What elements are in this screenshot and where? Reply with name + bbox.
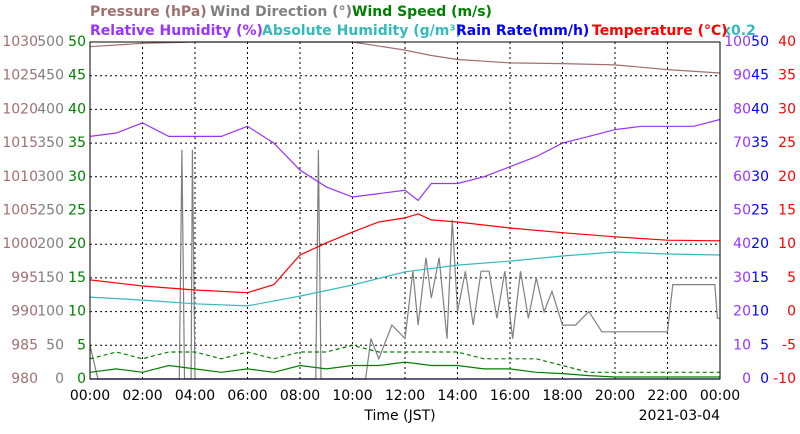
y-tick-label: 40	[68, 101, 86, 117]
legend-label: Rain Rate(mm/h)	[456, 23, 589, 39]
y-tick-label: 450	[37, 68, 64, 84]
y-tick-label: 1030	[2, 34, 38, 50]
y-tick-label: 30	[778, 101, 796, 117]
y-tick-label: 100	[37, 304, 64, 320]
x-tick-label: 18:00	[542, 388, 582, 404]
x-tick-label: 16:00	[490, 388, 530, 404]
y-tick-label: 0	[742, 371, 751, 387]
x-tick-label: 14:00	[437, 388, 477, 404]
y-tick-label: 150	[37, 270, 64, 286]
y-tick-label: 500	[37, 34, 64, 50]
y-tick-label: 1025	[2, 68, 38, 84]
y-tick-label: 15	[68, 270, 86, 286]
y-tick-label: 80	[733, 101, 751, 117]
y-tick-label: 0	[787, 304, 796, 320]
y-tick-label: 1015	[2, 135, 38, 151]
y-tick-label: 980	[11, 371, 38, 387]
x-axis-label: Time (JST)	[363, 408, 435, 424]
y-tick-label: 15	[751, 270, 769, 286]
y-tick-label: 0	[760, 371, 769, 387]
y-tick-label: 400	[37, 101, 64, 117]
x-tick-label: 00:00	[70, 388, 110, 404]
y-tick-label: 350	[37, 135, 64, 151]
y-tick-label: 30	[751, 169, 769, 185]
y-tick-label: 0	[77, 371, 86, 387]
axis-note: x0.2	[722, 23, 756, 39]
y-tick-label: 0	[55, 371, 64, 387]
x-tick-label: 22:00	[647, 388, 687, 404]
y-tick-label: 35	[751, 135, 769, 151]
y-tick-label: 25	[751, 203, 769, 219]
y-tick-label: 40	[778, 34, 796, 50]
y-tick-label: 45	[751, 68, 769, 84]
y-tick-label: 5	[760, 337, 769, 353]
y-tick-label: 1000	[2, 236, 38, 252]
series-line	[90, 344, 720, 373]
y-tick-label: 10	[733, 337, 751, 353]
y-tick-label: 50	[68, 34, 86, 50]
y-tick-label: 10	[68, 304, 86, 320]
y-tick-label: 5	[787, 270, 796, 286]
y-tick-label: 995	[11, 270, 38, 286]
y-tick-label: 1005	[2, 203, 38, 219]
y-tick-label: 5	[77, 337, 86, 353]
y-tick-label: 40	[733, 236, 751, 252]
legend-label: Wind Direction (°)	[210, 4, 352, 20]
y-tick-label: 35	[68, 135, 86, 151]
y-tick-label: 10	[751, 304, 769, 320]
y-tick-label: 250	[37, 203, 64, 219]
y-tick-label: 30	[68, 169, 86, 185]
y-tick-label: 30	[733, 270, 751, 286]
y-tick-label: 20	[733, 304, 751, 320]
series-line	[90, 118, 720, 202]
y-tick-label: 20	[68, 236, 86, 252]
y-tick-label: 35	[778, 68, 796, 84]
y-tick-label: 45	[68, 68, 86, 84]
y-tick-label: 70	[733, 135, 751, 151]
y-tick-label: 990	[11, 304, 38, 320]
y-tick-label: 40	[751, 101, 769, 117]
x-tick-label: 08:00	[280, 388, 320, 404]
legend-label: Pressure (hPa)	[90, 4, 207, 20]
x-tick-label: 02:00	[122, 388, 162, 404]
y-tick-label: 50	[733, 203, 751, 219]
x-tick-label: 12:00	[385, 388, 425, 404]
y-tick-label: -5	[782, 337, 796, 353]
y-tick-label: 20	[778, 169, 796, 185]
y-tick-label: 100	[724, 34, 751, 50]
plot-frame	[89, 41, 721, 380]
y-tick-label: -10	[773, 371, 796, 387]
y-tick-label: 25	[778, 135, 796, 151]
y-tick-label: 15	[778, 203, 796, 219]
legend-label: Relative Humidity (%)	[90, 23, 263, 39]
series-line	[90, 361, 720, 378]
y-tick-label: 60	[733, 169, 751, 185]
x-tick-label: 06:00	[227, 388, 267, 404]
y-tick-label: 90	[733, 68, 751, 84]
y-tick-label: 300	[37, 169, 64, 185]
legend-label: Temperature (°C)	[592, 23, 728, 39]
x-tick-label: 04:00	[175, 388, 215, 404]
y-tick-label: 50	[751, 34, 769, 50]
y-tick-label: 1020	[2, 101, 38, 117]
y-tick-label: 200	[37, 236, 64, 252]
y-tick-label: 25	[68, 203, 86, 219]
x-tick-label: 20:00	[595, 388, 635, 404]
legend-label: Absolute Humidity (g/m³)	[262, 23, 462, 39]
date-label: 2021-03-04	[639, 408, 720, 424]
series-line	[90, 213, 720, 294]
y-tick-label: 985	[11, 337, 38, 353]
x-tick-label: 10:00	[332, 388, 372, 404]
x-tick-label: 00:00	[700, 388, 740, 404]
y-tick-label: 10	[778, 236, 796, 252]
legend-label: Wind Speed (m/s)	[352, 4, 492, 20]
series-line	[90, 251, 720, 307]
y-tick-label: 50	[46, 337, 64, 353]
y-tick-label: 20	[751, 236, 769, 252]
y-tick-label: 1010	[2, 169, 38, 185]
